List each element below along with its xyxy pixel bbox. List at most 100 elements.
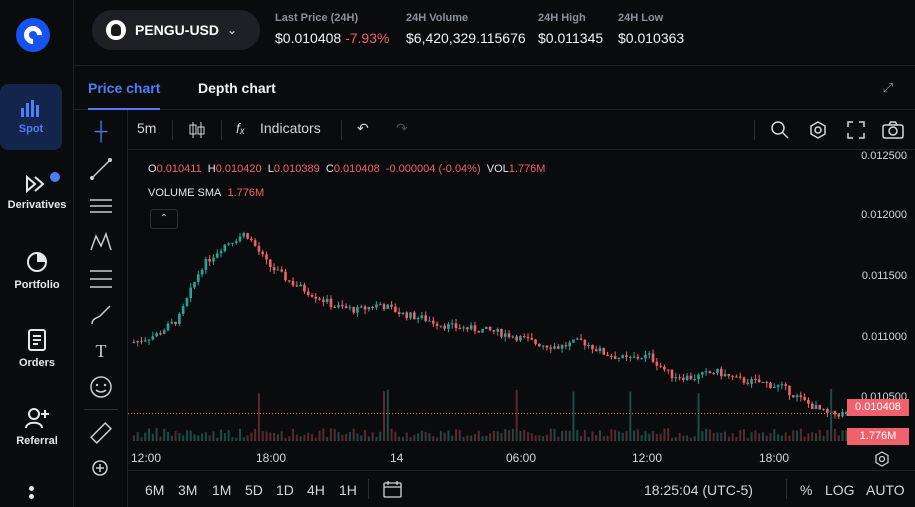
expand-icon[interactable]: ⤢ [882, 80, 893, 95]
volume-bar [542, 436, 545, 441]
candle-body [143, 340, 147, 342]
function-icon[interactable]: fₓ [236, 120, 246, 136]
calendar-range-icon[interactable] [383, 480, 403, 498]
indicators-button[interactable]: Indicators [260, 120, 321, 136]
candle-body [435, 323, 439, 326]
camera-icon[interactable] [882, 120, 904, 140]
volume-bar [826, 429, 829, 441]
candle-body [587, 345, 590, 347]
volume-bar [689, 437, 692, 441]
range-1d[interactable]: 1D [276, 482, 294, 498]
sidebar-item-spot[interactable]: Spot [0, 84, 62, 150]
tab-price-chart[interactable]: Price chart [88, 66, 161, 110]
sidebar-item-orders[interactable]: Orders [0, 316, 74, 382]
volume-bar [799, 428, 802, 441]
zoom-in-icon[interactable] [88, 456, 114, 482]
fullscreen-icon[interactable] [846, 120, 866, 140]
percent-toggle[interactable]: % [800, 482, 813, 498]
candle-body [693, 379, 697, 381]
crosshair-icon[interactable]: ┼ [94, 120, 108, 141]
logo-mark [20, 22, 46, 48]
volume-bar [595, 434, 598, 441]
candle-body [818, 405, 822, 410]
redo-icon[interactable]: ↷ [396, 120, 408, 136]
volume-bar [223, 433, 226, 441]
volume-bar [697, 393, 700, 441]
legend-o-label: O [148, 163, 157, 175]
ruler-icon[interactable] [88, 420, 114, 446]
zoom-search-icon[interactable] [770, 120, 790, 140]
candle-body [500, 329, 503, 337]
range-1m[interactable]: 1M [212, 482, 232, 498]
auto-toggle[interactable]: AUTO [866, 482, 905, 498]
range-divider [368, 479, 369, 499]
range-5d[interactable]: 5D [245, 482, 263, 498]
trend-line-icon[interactable] [88, 156, 114, 182]
chart-toolbar: 5m fₓ Indicators ↶ ↷ [128, 110, 915, 150]
volume-bar [163, 428, 166, 441]
toolbar-divider [172, 120, 173, 140]
range-1h[interactable]: 1H [339, 482, 357, 498]
volume-bar [652, 430, 655, 441]
pattern-icon[interactable] [88, 230, 114, 256]
sidebar-item-portfolio[interactable]: Portfolio [0, 238, 74, 304]
axis-settings-icon[interactable] [874, 451, 890, 467]
candle-body [655, 361, 659, 366]
range-3m[interactable]: 3M [178, 482, 198, 498]
text-icon[interactable]: T [95, 340, 107, 361]
log-toggle[interactable]: LOG [825, 482, 855, 498]
volume-bar [837, 435, 840, 441]
candle-body [469, 325, 473, 330]
fib-icon[interactable] [88, 266, 114, 292]
candle-body [151, 336, 155, 340]
collapse-legend-button[interactable]: ⌃ [150, 209, 178, 229]
candle-body [564, 345, 568, 347]
volume-bar [633, 430, 636, 441]
price-chart-area[interactable]: O0.010411 H0.010420 L0.010389 C0.010408 … [128, 150, 915, 507]
volume-bar [511, 428, 514, 441]
candle-body [636, 356, 640, 359]
candle-body [541, 345, 545, 347]
tab-depth-chart[interactable]: Depth chart [198, 80, 276, 96]
candle-body [295, 285, 299, 287]
candle-body [795, 395, 799, 398]
settings-icon[interactable] [808, 120, 828, 140]
candle-body [234, 241, 238, 243]
candle-body [553, 346, 556, 349]
volume-bar [561, 430, 564, 441]
pair-selector[interactable]: PENGU-USD ⌄ [92, 10, 260, 50]
undo-icon[interactable]: ↶ [357, 120, 369, 136]
volume-bar [204, 432, 207, 441]
candle-body [269, 259, 272, 267]
brush-icon[interactable] [88, 302, 114, 328]
volume-bar [818, 429, 821, 441]
horizontal-lines-icon[interactable] [88, 194, 114, 220]
volume-bar [383, 391, 385, 441]
candle-body [405, 312, 409, 319]
candle-body [197, 274, 200, 282]
candlestick-icon[interactable] [188, 121, 206, 139]
volume-bar [197, 435, 200, 441]
emoji-icon[interactable] [88, 374, 114, 400]
volume-bar [189, 430, 192, 441]
sidebar-item-referral[interactable]: Referral [0, 394, 74, 460]
range-4h[interactable]: 4H [307, 482, 325, 498]
interval-selector[interactable]: 5m [137, 120, 157, 136]
volume-bar [348, 431, 351, 441]
volume-bar [311, 434, 313, 441]
volume-bar [792, 430, 795, 441]
volume-bar [841, 430, 844, 441]
coinbase-logo[interactable] [16, 18, 50, 52]
range-6m[interactable]: 6M [145, 482, 165, 498]
candle-body [185, 297, 189, 307]
volume-bar [466, 435, 469, 441]
volume-bar [807, 433, 810, 441]
volume-bar [504, 429, 507, 441]
sidebar-item-derivatives[interactable]: Derivatives [0, 160, 74, 226]
volume-bar [655, 433, 658, 441]
last-volume-tag: 1.776M [847, 428, 909, 445]
volume-bar [621, 432, 624, 441]
volume-bar [758, 433, 761, 441]
more-icon[interactable] [29, 486, 35, 507]
volume-bar [576, 430, 579, 441]
